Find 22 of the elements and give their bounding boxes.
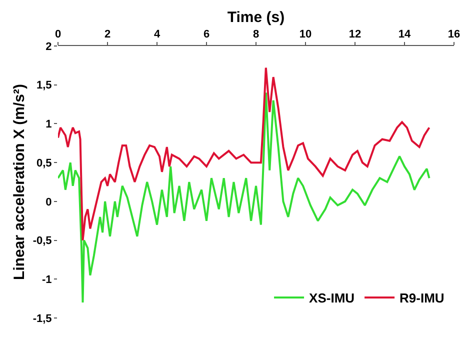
x-tick-label: 8 (252, 28, 260, 41)
y-tick-label: -1,5 (32, 312, 52, 325)
y-tick-label: -0,5 (32, 235, 52, 248)
y-tick-label: 0 (46, 196, 52, 208)
y-tick-label: 2 (46, 40, 52, 53)
x-tick-label: 16 (448, 28, 460, 41)
x-tick-label: 10 (299, 28, 312, 41)
y-tick-label: 0,5 (36, 157, 52, 170)
x-tick-label: 6 (203, 28, 210, 41)
x-tick-label: 2 (104, 28, 111, 41)
y-tick-label: 1,5 (36, 80, 52, 92)
x-tick-label: 0 (54, 28, 62, 41)
y-tick-label: 1 (46, 118, 52, 131)
line-series (58, 66, 430, 242)
legend-label: R9-IMU (400, 290, 444, 306)
y-tick-label: -1 (42, 274, 52, 286)
legend-label: XS-IMU (309, 290, 355, 306)
x-tick-label: 14 (398, 28, 412, 41)
x-axis-title: Time (s) (227, 8, 285, 26)
x-tick-label: 4 (154, 28, 161, 41)
y-axis-title: Linear acceleration X (m/s²) (11, 84, 28, 280)
x-tick-label: 12 (348, 28, 362, 41)
